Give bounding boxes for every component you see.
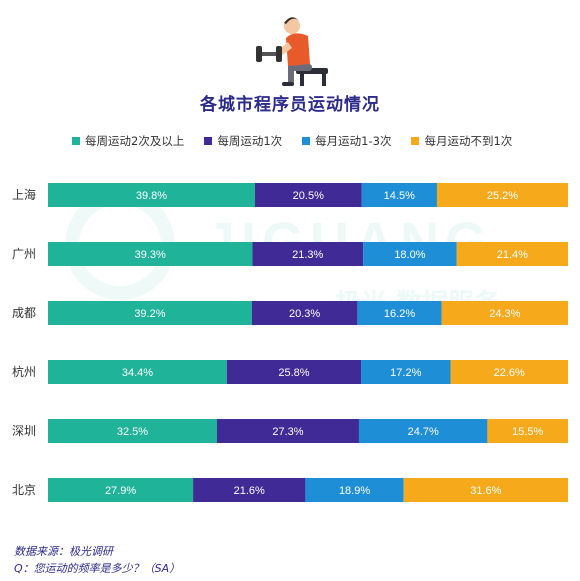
survey-question: Q：您运动的频率是多少？（SA） [14, 562, 181, 575]
legend: 每周运动2次及以上 每周运动1次 每月运动1-3次 每月运动不到1次 [72, 133, 512, 149]
bar-segment [48, 301, 252, 325]
legend-item-1: 每周运动1次 [204, 133, 282, 149]
bar-segment [251, 301, 358, 325]
legend-item-2: 每月运动1-3次 [302, 133, 391, 149]
data-label: 20.3% [289, 308, 320, 320]
legend-label: 每周运动1次 [217, 134, 283, 148]
bar-segment [217, 419, 359, 443]
data-label: 14.5% [384, 190, 415, 202]
data-label: 24.7% [408, 426, 439, 438]
data-label: 32.5% [117, 426, 148, 438]
data-label: 39.3% [135, 249, 166, 261]
bar-segment [361, 183, 437, 207]
bar-segment [254, 183, 362, 207]
bar-segment [436, 183, 568, 207]
bar-segment [48, 478, 194, 502]
bar-segment [358, 419, 488, 443]
data-label: 27.3% [272, 426, 303, 438]
data-label: 34.4% [122, 367, 153, 379]
category-label: 上海 [12, 187, 36, 202]
data-label: 18.0% [394, 249, 425, 261]
data-label: 24.3% [489, 308, 520, 320]
bar-segment [48, 183, 255, 207]
chart-title: 各城市程序员运动情况 [200, 95, 380, 115]
bar-segment [252, 242, 364, 266]
bar-segment [357, 301, 442, 325]
data-label: 25.2% [487, 190, 518, 202]
data-label: 31.6% [470, 485, 501, 497]
bar-segment [48, 242, 253, 266]
bar-segment [193, 478, 306, 502]
data-source: 数据来源：极光调研 [14, 545, 113, 558]
bar-segment [226, 360, 362, 384]
bar-segment [363, 242, 457, 266]
bar-segment [450, 360, 568, 384]
category-label: 北京 [12, 483, 36, 497]
data-label: 21.3% [292, 249, 323, 261]
bar-segment [48, 419, 217, 443]
data-label: 39.2% [134, 308, 165, 320]
legend-label: 每周运动2次及以上 [85, 134, 185, 148]
category-label: 深圳 [12, 424, 36, 438]
data-label: 20.5% [293, 190, 324, 202]
weightlifter-icon [256, 17, 328, 86]
bar-segment [361, 360, 451, 384]
data-label: 15.5% [512, 426, 543, 438]
category-label: 广州 [12, 247, 36, 261]
data-label: 22.6% [494, 367, 525, 379]
legend-label: 每月运动1-3次 [315, 134, 392, 148]
data-label: 25.8% [278, 367, 309, 379]
legend-swatch [411, 137, 420, 145]
legend-item-0: 每周运动2次及以上 [72, 133, 184, 149]
bar-segment [456, 242, 568, 266]
legend-swatch [204, 137, 213, 145]
legend-label: 每月运动不到1次 [424, 134, 513, 148]
bar-segment [305, 478, 404, 502]
data-label: 16.2% [384, 308, 415, 320]
data-label: 39.8% [136, 190, 167, 202]
bar-segment [403, 478, 568, 502]
data-label: 18.9% [339, 485, 370, 497]
legend-item-3: 每月运动不到1次 [411, 133, 512, 149]
data-label: 21.4% [497, 249, 528, 261]
bar-segment [48, 360, 227, 384]
data-label: 21.6% [234, 485, 265, 497]
bar-segment [487, 419, 568, 443]
category-label: 成都 [12, 306, 36, 320]
bar-segment [441, 301, 568, 325]
data-label: 17.2% [390, 367, 421, 379]
legend-swatch [302, 137, 311, 145]
category-label: 杭州 [12, 364, 36, 379]
data-label: 27.9% [105, 485, 136, 497]
legend-swatch [72, 137, 80, 145]
